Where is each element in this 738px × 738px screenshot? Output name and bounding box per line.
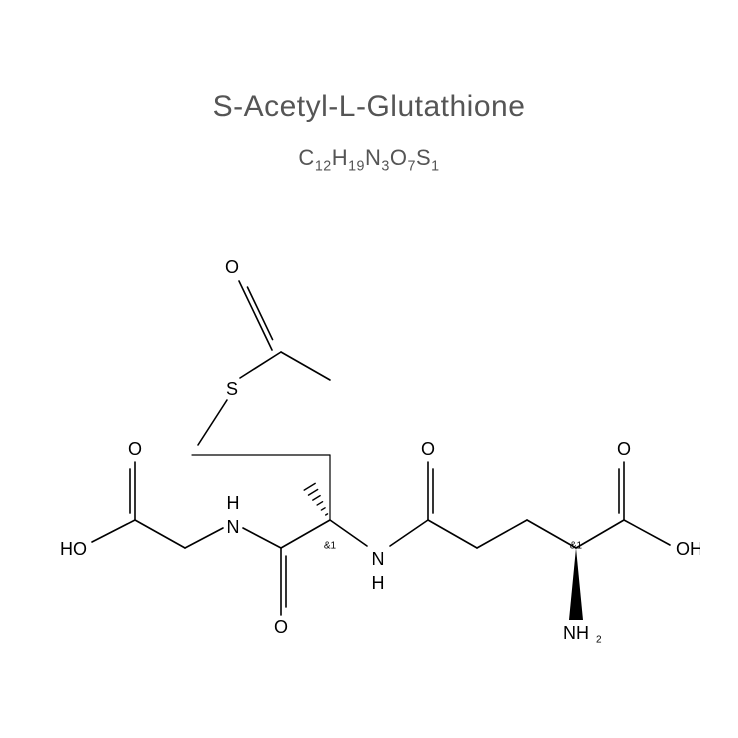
svg-text:HO: HO [60, 539, 87, 559]
svg-text:H: H [227, 493, 240, 513]
svg-text:O: O [617, 439, 631, 459]
svg-text:N: N [372, 549, 385, 569]
svg-text:N: N [227, 517, 240, 537]
svg-text:H: H [372, 573, 385, 593]
svg-text:O: O [128, 439, 142, 459]
svg-text:S: S [226, 379, 238, 399]
structure-diagram: OSOHONHO&1NHO&1NH2OOH [40, 250, 700, 680]
svg-text:NH: NH [563, 623, 589, 643]
svg-text:&1: &1 [570, 541, 583, 552]
structure-svg: OSOHONHO&1NHO&1NH2OOH [40, 250, 700, 680]
svg-text:&1: &1 [324, 541, 337, 552]
svg-text:OH: OH [676, 539, 700, 559]
svg-text:O: O [421, 439, 435, 459]
compound-title: S-Acetyl-L-Glutathione [0, 90, 738, 124]
svg-text:O: O [274, 617, 288, 637]
svg-text:2: 2 [596, 635, 602, 646]
svg-text:O: O [225, 257, 239, 277]
molecular-formula: C12H19N3O7S1 [0, 145, 738, 174]
chemical-figure: S-Acetyl-L-Glutathione C12H19N3O7S1 OSOH… [0, 0, 738, 738]
